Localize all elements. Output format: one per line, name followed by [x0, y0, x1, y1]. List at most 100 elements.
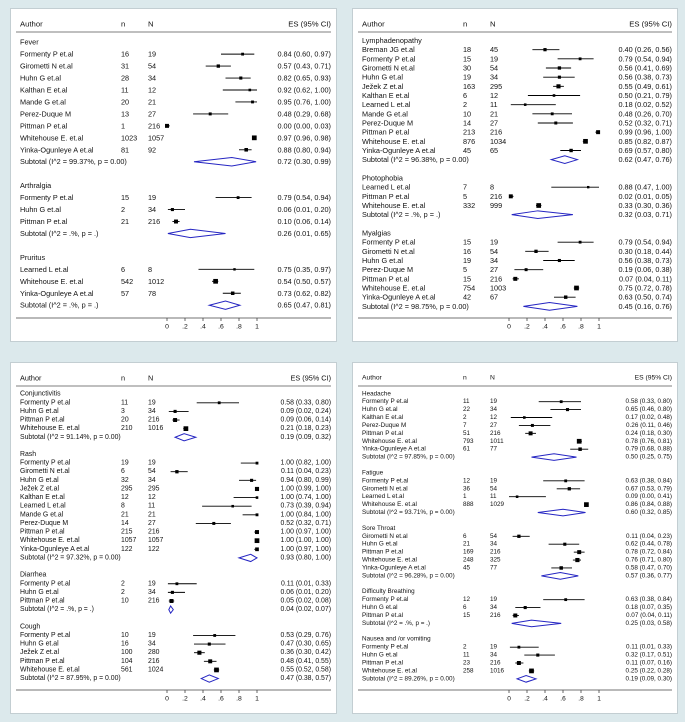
- study-N: 216: [148, 597, 160, 604]
- study-N: 54: [490, 247, 498, 256]
- study-author: Formenty P et.al: [362, 596, 408, 603]
- study-author: Formenty P et.al: [20, 399, 71, 406]
- effect-marker: [587, 185, 590, 189]
- axis-tick-label: 1: [597, 324, 601, 331]
- effect-marker: [556, 84, 561, 89]
- es-value: 0.36 (0.30, 0.42): [281, 649, 331, 656]
- subtotal-label: Subtotal (I^2 = 96.38%, p = 0.00): [362, 155, 469, 164]
- study-author: Girometti N et.al: [362, 64, 415, 73]
- subtotal-label: Subtotal (I^2 = 96.28%, p = 0.00): [362, 572, 455, 579]
- subtotal-es-value: 0.62 (0.47, 0.76): [618, 155, 672, 164]
- es-value: 0.18 (0.07, 0.35): [626, 604, 672, 611]
- study-row: Whitehouse E. et.al 754 1003 0.75 (0.72, 0.…: [362, 284, 672, 293]
- study-author: Formenty P et.al: [362, 398, 408, 405]
- study-row: Formenty P et.al 12 19 0.63 (0.38, 0.84): [362, 477, 672, 484]
- study-row: Whitehouse E. et.al 793 1011 0.78 (0.76, 0.…: [362, 438, 672, 445]
- effect-marker: [208, 659, 213, 664]
- es-value: 0.06 (0.01, 0.20): [281, 589, 331, 596]
- study-row: Formenty P et.al 19 19 1.00 (0.82, 1.00): [20, 460, 331, 467]
- es-column-header: ES (95% CI): [635, 375, 672, 382]
- es-value: 0.63 (0.38, 0.84): [626, 596, 672, 603]
- N-column-header: N: [148, 20, 154, 29]
- subtotal-label: Subtotal (I^2 = 98.75%, p = 0.00): [362, 302, 469, 311]
- study-row: Ježek Z et.al 100 280 0.36 (0.30, 0.42): [20, 649, 331, 656]
- study-author: Kalthan E et.al: [362, 414, 403, 421]
- study-N: 216: [148, 121, 160, 130]
- study-author: Whitehouse E. et.al: [362, 201, 426, 210]
- study-row: Girometti N et.al 36 54 0.67 (0.53, 0.79): [362, 485, 672, 492]
- subtotal-es-value: 0.19 (0.09, 0.32): [281, 434, 331, 441]
- study-author: Perez-Duque M: [362, 422, 406, 429]
- group-label: Pruritus: [20, 253, 45, 262]
- subtotal-diamond: [541, 572, 579, 580]
- study-row: Huhn G et.al 19 34 0.56 (0.38, 0.73): [362, 73, 672, 82]
- study-N: 1057: [148, 537, 163, 544]
- study-row: Mande G et.al 10 21 0.48 (0.26, 0.70): [362, 109, 672, 118]
- axis-tick-label: 0: [165, 324, 169, 331]
- effect-marker: [584, 502, 589, 507]
- forest-panel-top-left: Author n N ES (95% CI) Fever Formenty P et.al…: [10, 8, 337, 342]
- effect-marker: [236, 196, 240, 200]
- es-value: 0.62 (0.44, 0.78): [626, 541, 672, 548]
- effect-marker: [523, 416, 526, 419]
- effect-marker: [564, 479, 568, 483]
- study-n: 876: [463, 137, 475, 146]
- es-value: 0.75 (0.72, 0.78): [618, 284, 672, 293]
- subtotal-row: Subtotal (I^2 = .%, p = .) 0.04 (0.02, 0.…: [20, 605, 331, 615]
- study-N: 216: [490, 192, 502, 201]
- study-n: 2: [463, 644, 467, 651]
- study-n: 561: [121, 666, 133, 673]
- study-author: Learned L et.al: [362, 100, 411, 109]
- effect-marker: [250, 478, 254, 482]
- effect-marker: [165, 123, 169, 128]
- es-value: 1.00 (0.99, 1.00): [281, 485, 331, 492]
- subtotal-row: Subtotal (I^2 = .%, p = .) 0.26 (0.01, 0.…: [20, 228, 331, 239]
- author-column-header: Author: [362, 20, 385, 29]
- study-n: 14: [463, 119, 471, 128]
- study-N: 19: [148, 632, 156, 639]
- effect-marker: [174, 219, 178, 224]
- effect-marker: [254, 538, 260, 544]
- study-N: 77: [490, 446, 498, 453]
- study-N: 54: [490, 64, 498, 73]
- study-row: Huhn G et.al 21 34 0.62 (0.44, 0.78): [362, 541, 672, 548]
- axis-tick-label: .4: [542, 696, 548, 703]
- study-n: 23: [463, 659, 471, 666]
- study-row: Pittman P et.al 20 216 0.09 (0.06, 0.14): [20, 417, 331, 424]
- study-author: Pittman P et.al: [20, 597, 65, 604]
- study-author: Girometti N et.al: [362, 247, 415, 256]
- study-author: Formenty P et.al: [362, 238, 416, 247]
- x-axis: 0 .2 .4 .6 .8 1: [358, 689, 672, 703]
- study-n: 45: [463, 564, 471, 571]
- study-n: 6: [463, 604, 467, 611]
- study-row: Pittman P et.al 15 216 0.07 (0.04, 0.11): [362, 612, 672, 619]
- study-N: 34: [490, 652, 498, 659]
- study-row: Whitehouse E. et.al 248 325 0.76 (0.71, 0.8…: [362, 557, 672, 564]
- es-value: 0.57 (0.43, 0.71): [277, 62, 331, 71]
- subtotal-row: Subtotal (I^2 = .%, p = .) 0.25 (0.03, 0.…: [362, 619, 672, 628]
- study-author: Whitehouse E. et.al: [362, 501, 417, 508]
- es-column-header: ES (95% CI): [291, 374, 331, 383]
- study-N: 27: [148, 520, 156, 527]
- forest-plot-svg-bottom-left: Author n N ES (95% CI)ConjunctivitisForment…: [16, 374, 331, 703]
- study-row: Huhn G et.al 28 34 0.82 (0.65, 0.93): [20, 74, 331, 83]
- forest-plot-svg-top-left: Author n N ES (95% CI) Fever Formenty P et.al…: [16, 20, 331, 331]
- effect-marker: [516, 661, 521, 665]
- study-n: 542: [121, 277, 133, 286]
- study-n: 213: [463, 128, 475, 137]
- study-n: 81: [121, 145, 129, 154]
- es-value: 0.69 (0.57, 0.80): [618, 146, 672, 155]
- study-row: Mande G et.al 20 21 0.95 (0.76, 1.00): [20, 97, 331, 106]
- study-n: 2: [121, 205, 125, 214]
- subtotal-es-value: 0.93 (0.80, 1.00): [281, 554, 331, 561]
- subtotal-row: Subtotal (I^2 = 91.14%, p = 0.00) 0.19 (0…: [20, 433, 331, 442]
- es-value: 0.47 (0.30, 0.65): [281, 641, 331, 648]
- study-N: 92: [148, 145, 156, 154]
- study-N: 1011: [490, 438, 504, 445]
- effect-marker: [212, 521, 216, 525]
- effect-marker: [557, 75, 561, 79]
- study-N: 65: [490, 146, 498, 155]
- study-author: Yinka-Ogunleye A et.al: [362, 564, 426, 571]
- study-N: 1024: [148, 666, 163, 673]
